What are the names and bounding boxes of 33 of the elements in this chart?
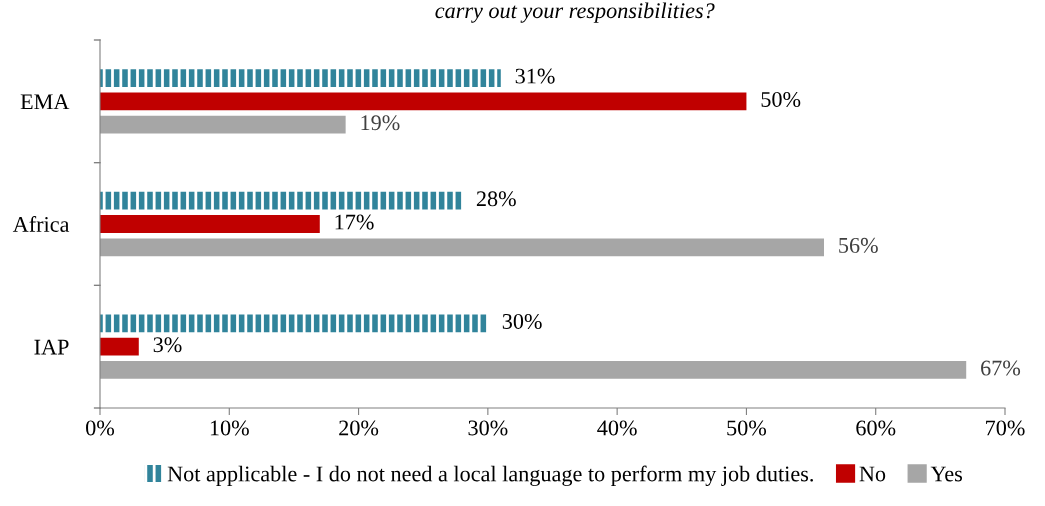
x-tick-label: 0% [86, 420, 115, 436]
bar [100, 314, 488, 333]
chart-title: carry out your responsibilities? [435, 2, 715, 23]
bar [100, 92, 747, 111]
x-tick-label: 20% [339, 420, 379, 436]
x-tick-label: 70% [986, 420, 1025, 436]
bar [100, 361, 967, 379]
data-label: 31% [515, 68, 555, 84]
data-label: 3% [153, 337, 182, 353]
data-label: 30% [502, 313, 542, 329]
bar [100, 238, 824, 257]
y-tick-label: EMA [20, 94, 70, 110]
x-tick-label: 30% [468, 420, 508, 436]
y-tick-label: IAP [34, 339, 69, 355]
data-label: 67% [981, 360, 1021, 376]
bar [100, 69, 501, 87]
x-tick-label: 60% [856, 420, 896, 436]
data-label: 56% [839, 237, 878, 253]
bar [100, 337, 139, 356]
y-tick-label: Africa [12, 216, 70, 232]
data-label: 17% [335, 214, 374, 230]
x-tick-label: 40% [597, 420, 637, 436]
data-label: 19% [361, 115, 400, 131]
legend-label: No [859, 466, 886, 482]
bar [100, 191, 462, 210]
bar [100, 115, 346, 134]
legend-label: Yes [930, 466, 963, 482]
bar [100, 215, 320, 233]
legend-label: Not applicable - I do not need a local language to perform my job duties. [167, 465, 813, 486]
x-tick-label: 50% [727, 420, 767, 436]
data-label: 28% [476, 191, 516, 207]
x-tick-label: 10% [210, 420, 249, 436]
data-label: 50% [761, 91, 801, 107]
